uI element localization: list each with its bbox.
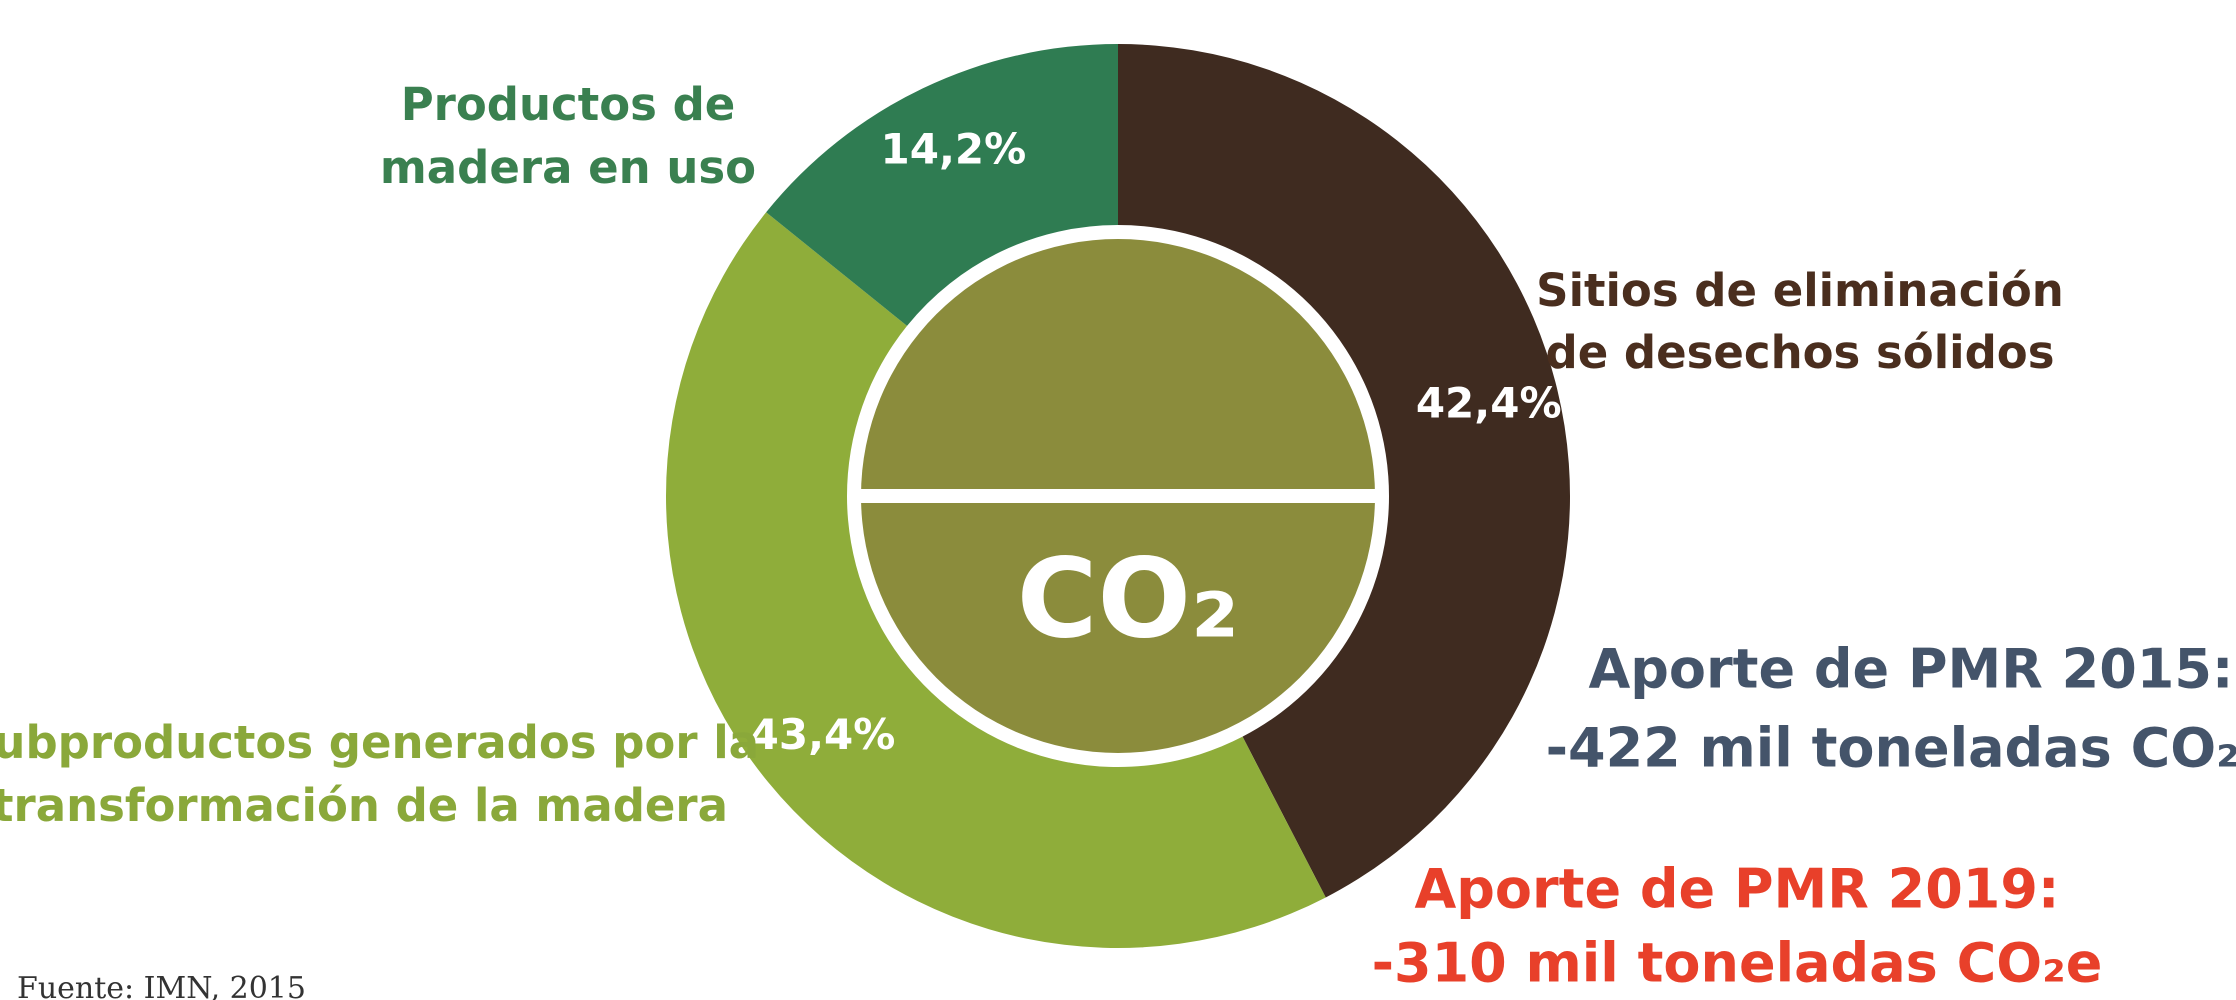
donut-segment bbox=[766, 44, 1118, 326]
annotation: -422 mil toneladas CO₂e bbox=[1546, 717, 2236, 780]
value-label: 43,4% bbox=[750, 710, 896, 759]
category-label: transformación de la madera bbox=[0, 779, 728, 832]
donut-segment bbox=[1118, 44, 1570, 898]
center-label: CO₂ bbox=[1017, 534, 1239, 662]
value-label: 14,2% bbox=[881, 124, 1027, 173]
category-label: de desechos sólidos bbox=[1546, 326, 2055, 379]
category-label: madera en uso bbox=[380, 141, 756, 194]
category-label: Productos de bbox=[401, 78, 736, 131]
donut-segment bbox=[666, 212, 1326, 948]
value-label: 42,4% bbox=[1416, 378, 1562, 427]
annotation: Aporte de PMR 2015: bbox=[1588, 638, 2233, 701]
category-label: Subproductos generados por la bbox=[0, 716, 759, 769]
annotation: -310 mil toneladas CO₂e bbox=[1372, 932, 2103, 995]
source: Fuente: IMN, 2015 bbox=[17, 971, 306, 1000]
category-label: Sitios de eliminación bbox=[1536, 264, 2064, 317]
annotation: Aporte de PMR 2019: bbox=[1414, 858, 2059, 921]
